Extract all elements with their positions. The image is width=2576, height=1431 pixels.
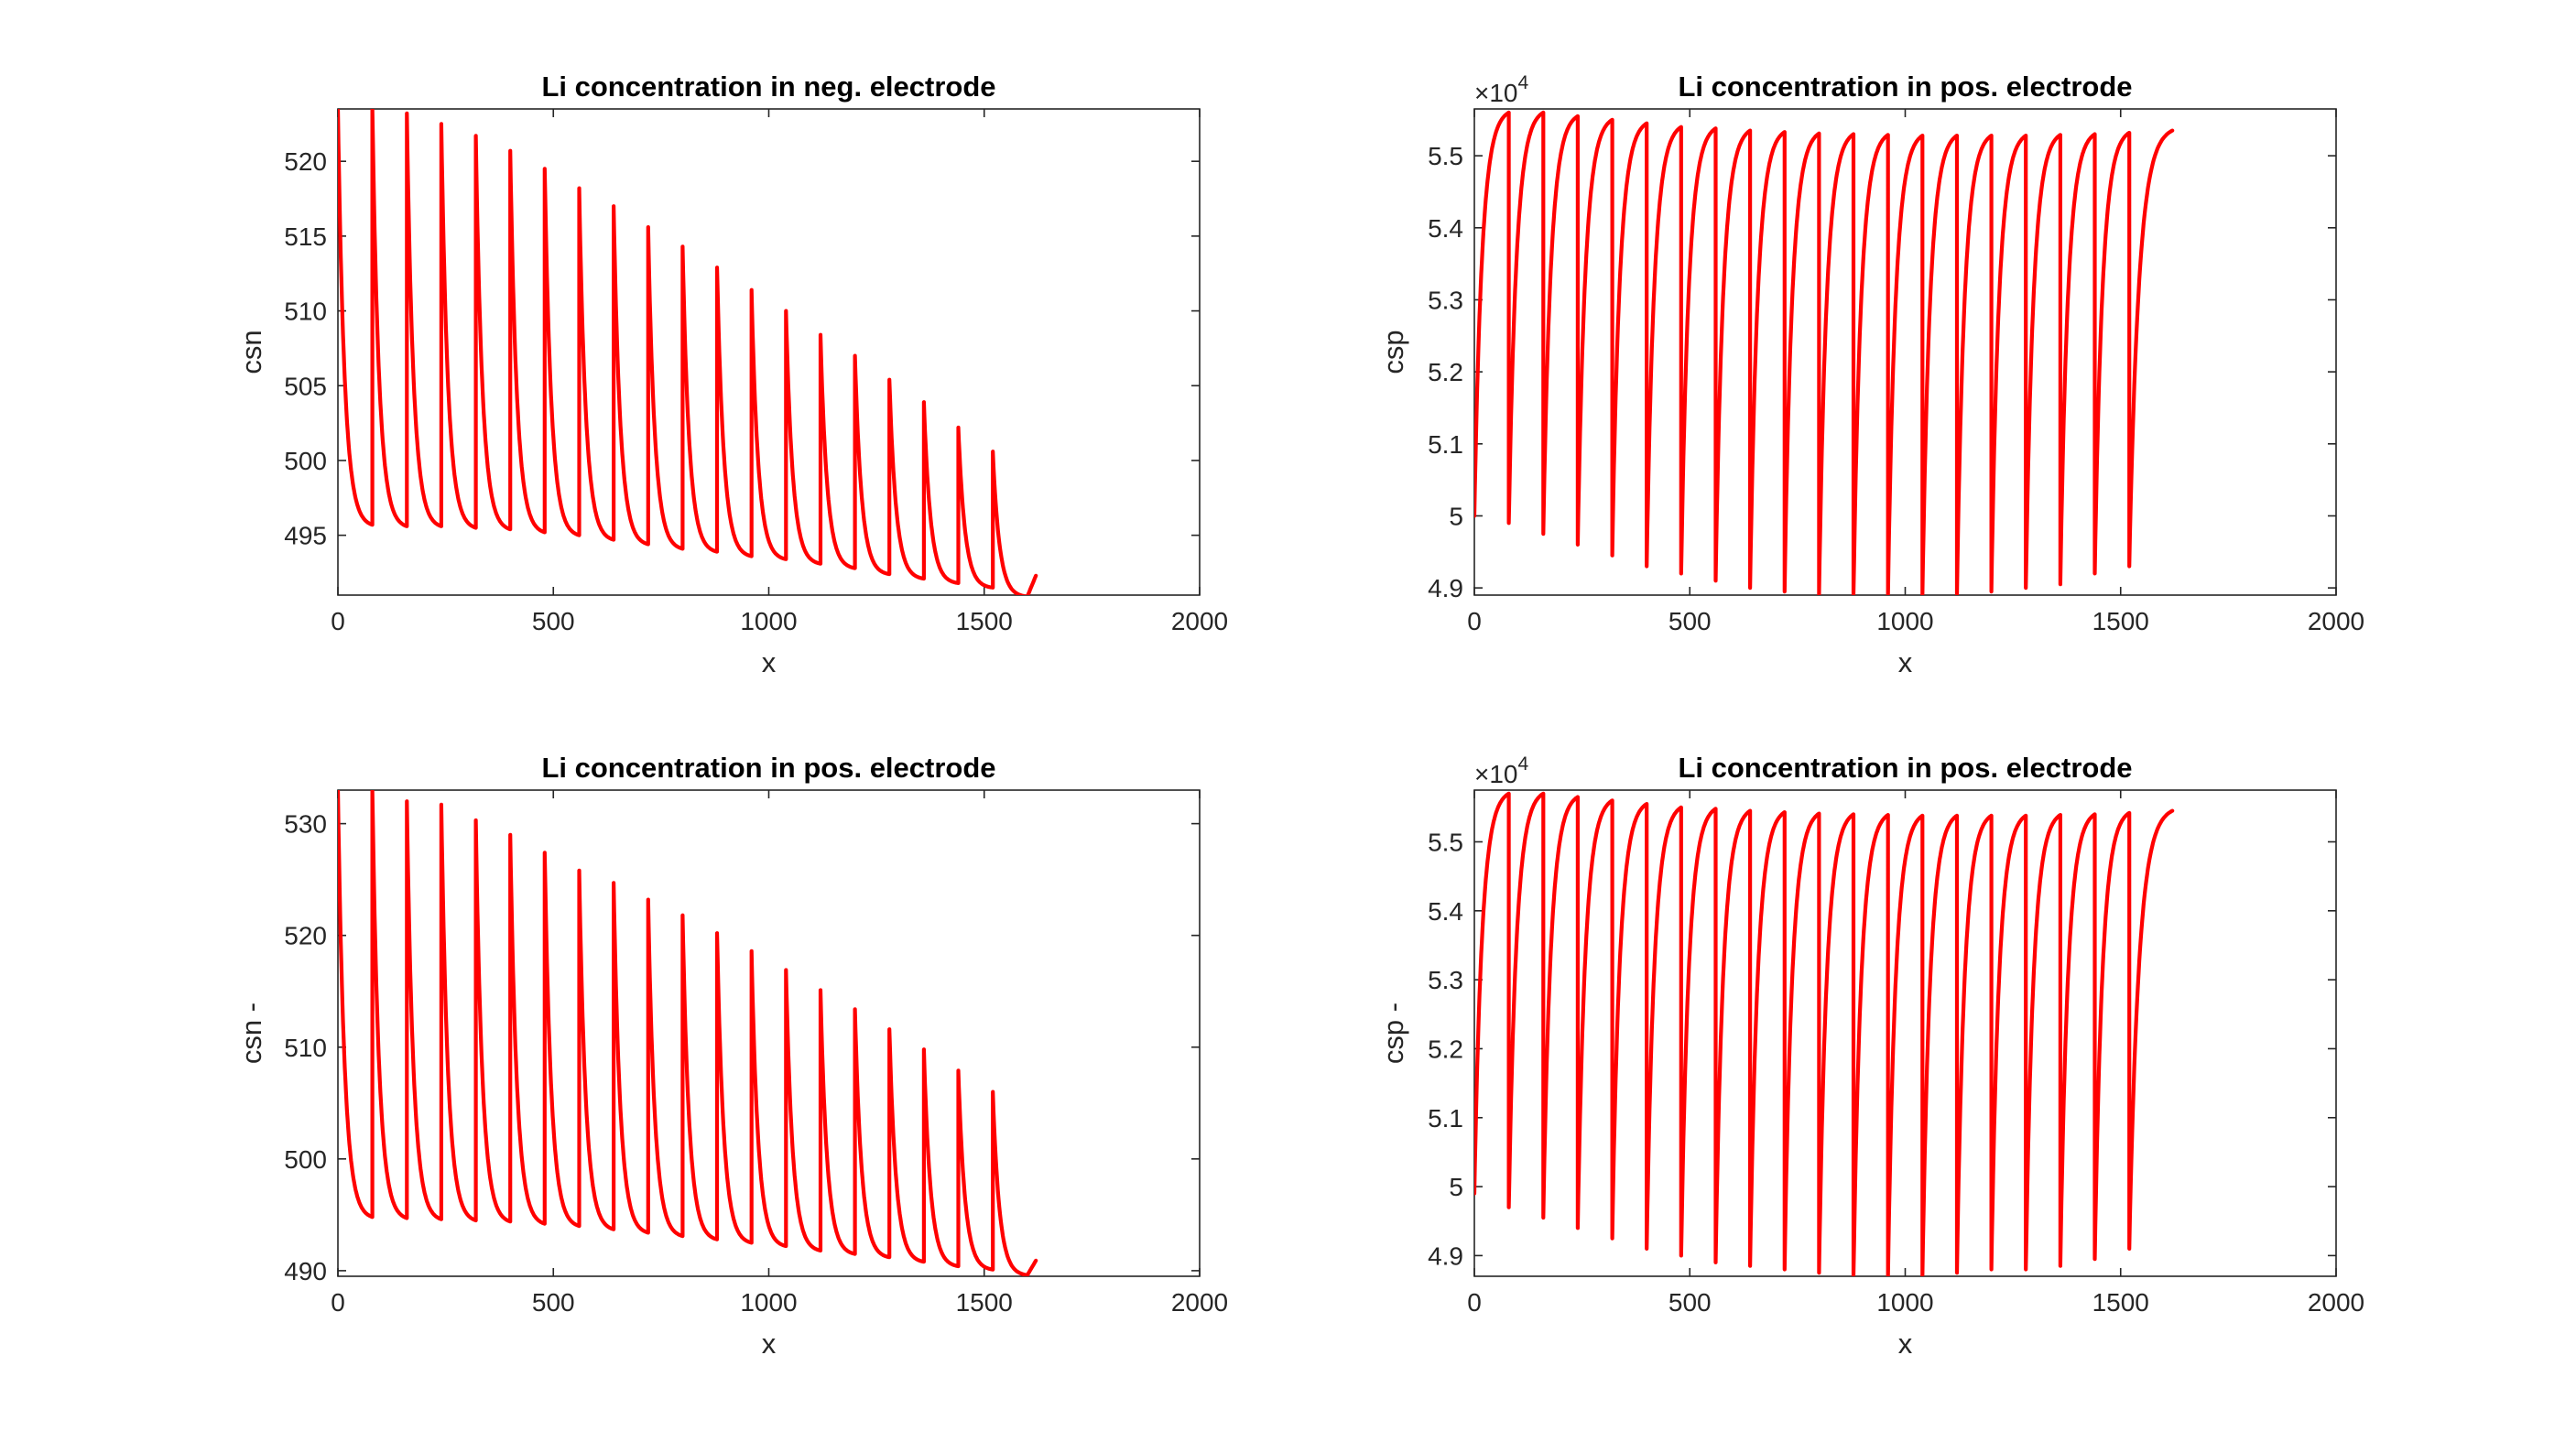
chart-panel-3: Li concentration in pos. electrode 0 500 10… [235, 752, 1228, 1360]
x-tick-label: 500 [532, 607, 575, 635]
x-axis-label: x [1898, 1328, 1913, 1360]
series-line-1 [1474, 110, 2175, 595]
series-line-1 [1474, 791, 2175, 1276]
series-line-1 [338, 109, 1038, 595]
chart-title: Li concentration in neg. electrode [541, 70, 995, 103]
y-tick-label: 505 [284, 372, 327, 400]
x-tick-label: 500 [1668, 1288, 1712, 1317]
y-tick-label: 5.2 [1428, 358, 1463, 386]
y-tick-label: 5.3 [1428, 966, 1463, 994]
y-tick-label: 4.9 [1428, 574, 1463, 602]
chart-title: Li concentration in pos. electrode [541, 752, 995, 784]
y-axis-exponent: ×104 [1474, 72, 1529, 107]
y-axis-exponent-base: ×10 [1474, 760, 1518, 788]
x-tick-label: 0 [331, 1288, 345, 1317]
chart-panel-2: Li concentration in pos. electrode 0 500 10… [1377, 70, 2364, 678]
y-axis-label: csn - [235, 1003, 267, 1064]
x-tick-label: 1000 [1876, 607, 1933, 635]
y-axis-label: csp [1377, 330, 1409, 374]
y-axis-exponent-power: 4 [1518, 753, 1529, 775]
x-tick-label: 1500 [956, 1288, 1013, 1317]
y-tick-label: 500 [284, 447, 327, 475]
y-tick-label: 510 [284, 298, 327, 326]
y-axis-label: csn [235, 330, 267, 374]
x-tick-label: 2000 [1171, 607, 1228, 635]
y-tick-label: 515 [284, 222, 327, 251]
x-tick-label: 1000 [740, 1288, 797, 1317]
x-tick-label: 2000 [2308, 1288, 2364, 1317]
y-tick-label: 500 [284, 1145, 327, 1174]
x-tick-label: 1500 [2092, 607, 2149, 635]
x-tick-label: 0 [331, 607, 345, 635]
series-line-1 [338, 790, 1038, 1276]
chart-panel-4: Li concentration in pos. electrode 0 500 10… [1377, 752, 2364, 1360]
y-tick-label: 520 [284, 922, 327, 950]
y-tick-label: 5 [1449, 502, 1463, 530]
x-tick-label: 2000 [2308, 607, 2364, 635]
x-axis-label: x [762, 646, 777, 678]
x-tick-label: 2000 [1171, 1288, 1228, 1317]
y-tick-label: 530 [284, 810, 327, 839]
y-tick-label: 5.4 [1428, 214, 1463, 243]
chart-title: Li concentration in pos. electrode [1678, 752, 2132, 784]
x-axis-label: x [762, 1328, 777, 1360]
y-axis-exponent-base: ×10 [1474, 79, 1518, 107]
y-tick-label: 520 [284, 147, 327, 176]
x-tick-label: 500 [1668, 607, 1712, 635]
x-tick-label: 500 [532, 1288, 575, 1317]
y-tick-label: 495 [284, 522, 327, 550]
y-tick-label: 5.2 [1428, 1035, 1463, 1063]
x-tick-label: 1000 [740, 607, 797, 635]
y-axis-label: csp - [1377, 1003, 1409, 1064]
chart-panel-1: Li concentration in neg. electrode 0 500 10… [235, 70, 1228, 678]
plot-area [337, 789, 1201, 1277]
y-tick-label: 5.1 [1428, 1104, 1463, 1133]
y-tick-label: 5 [1449, 1173, 1463, 1201]
chart-title: Li concentration in pos. electrode [1678, 70, 2132, 103]
y-tick-label: 5.1 [1428, 430, 1463, 459]
x-tick-label: 1500 [956, 607, 1013, 635]
y-axis-exponent: ×104 [1474, 753, 1529, 788]
x-tick-label: 0 [1467, 607, 1482, 635]
y-tick-label: 5.5 [1428, 828, 1463, 856]
y-tick-label: 4.9 [1428, 1241, 1463, 1270]
x-tick-label: 1000 [1876, 1288, 1933, 1317]
y-tick-label: 490 [284, 1257, 327, 1285]
y-axis-exponent-power: 4 [1518, 72, 1529, 93]
y-tick-label: 5.4 [1428, 897, 1463, 926]
y-tick-label: 5.5 [1428, 142, 1463, 170]
x-tick-label: 1500 [2092, 1288, 2149, 1317]
x-axis-label: x [1898, 646, 1913, 678]
y-tick-label: 5.3 [1428, 286, 1463, 314]
y-tick-label: 510 [284, 1034, 327, 1062]
x-tick-label: 0 [1467, 1288, 1482, 1317]
